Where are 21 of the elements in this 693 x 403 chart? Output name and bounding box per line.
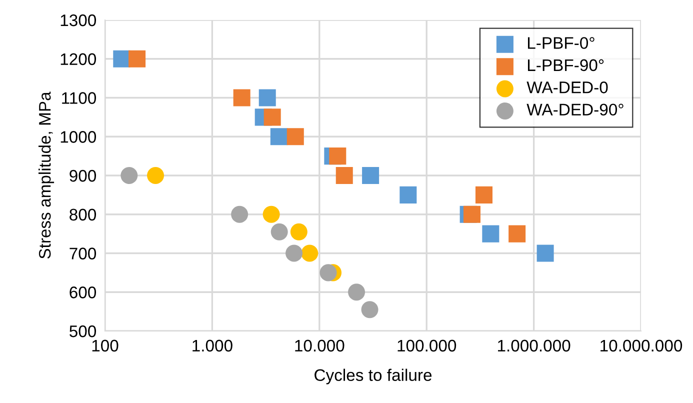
legend-label: L-PBF-90°	[528, 59, 604, 72]
y-tick-label: 900	[70, 170, 96, 182]
y-tick-label: 1000	[60, 131, 96, 143]
legend-label: WA-DED-0	[526, 82, 608, 94]
y-tick-label: 600	[70, 286, 96, 298]
y-tick-label: 800	[70, 208, 96, 221]
y-tick-label: 1300	[60, 14, 96, 26]
legend-label: L-PBF-0°	[528, 37, 594, 49]
y-tick-label: 1100	[62, 92, 96, 104]
x-axis-title: Cycles to failure	[314, 368, 432, 384]
x-tick-label: 1.000.000	[498, 340, 570, 352]
x-tick-label: 10.000	[295, 340, 344, 352]
y-tick-label: 500	[70, 325, 96, 338]
x-tick-label: 100.000	[398, 340, 456, 352]
x-tick-label: 1.000	[192, 340, 232, 352]
y-tick-label: 1200	[60, 53, 96, 66]
x-tick-label: 100	[92, 340, 118, 352]
y-axis-title: Stress amplitude, MPa	[38, 92, 54, 259]
y-tick-label: 700	[70, 248, 96, 260]
legend-label: WA-DED-90°	[526, 104, 624, 116]
x-tick-label: 10.000.000	[600, 340, 682, 352]
